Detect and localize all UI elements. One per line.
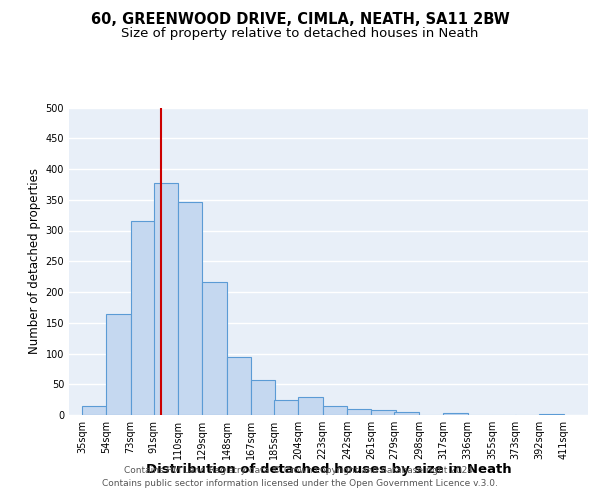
Y-axis label: Number of detached properties: Number of detached properties	[28, 168, 41, 354]
Bar	[82, 406, 106, 415]
Bar	[371, 410, 396, 415]
Bar	[298, 396, 323, 415]
Bar	[274, 400, 298, 415]
Bar	[443, 413, 467, 415]
Text: 60 GREENWOOD DRIVE: 97sqm
← 35% of detached houses are smaller (586)
64% of semi: 60 GREENWOOD DRIVE: 97sqm ← 35% of detac…	[0, 499, 1, 500]
Bar	[106, 314, 131, 415]
Bar	[539, 414, 563, 415]
Bar	[251, 380, 275, 415]
Text: 60, GREENWOOD DRIVE, CIMLA, NEATH, SA11 2BW: 60, GREENWOOD DRIVE, CIMLA, NEATH, SA11 …	[91, 12, 509, 28]
Bar	[227, 356, 251, 415]
Bar	[131, 222, 155, 415]
Bar	[347, 409, 371, 415]
Bar	[178, 202, 202, 415]
Bar	[394, 412, 419, 415]
Bar	[323, 406, 347, 415]
Text: Contains HM Land Registry data © Crown copyright and database right 2024.
Contai: Contains HM Land Registry data © Crown c…	[102, 466, 498, 487]
Bar	[154, 182, 178, 415]
X-axis label: Distribution of detached houses by size in Neath: Distribution of detached houses by size …	[146, 464, 511, 476]
Text: Size of property relative to detached houses in Neath: Size of property relative to detached ho…	[121, 28, 479, 40]
Bar	[202, 282, 227, 415]
